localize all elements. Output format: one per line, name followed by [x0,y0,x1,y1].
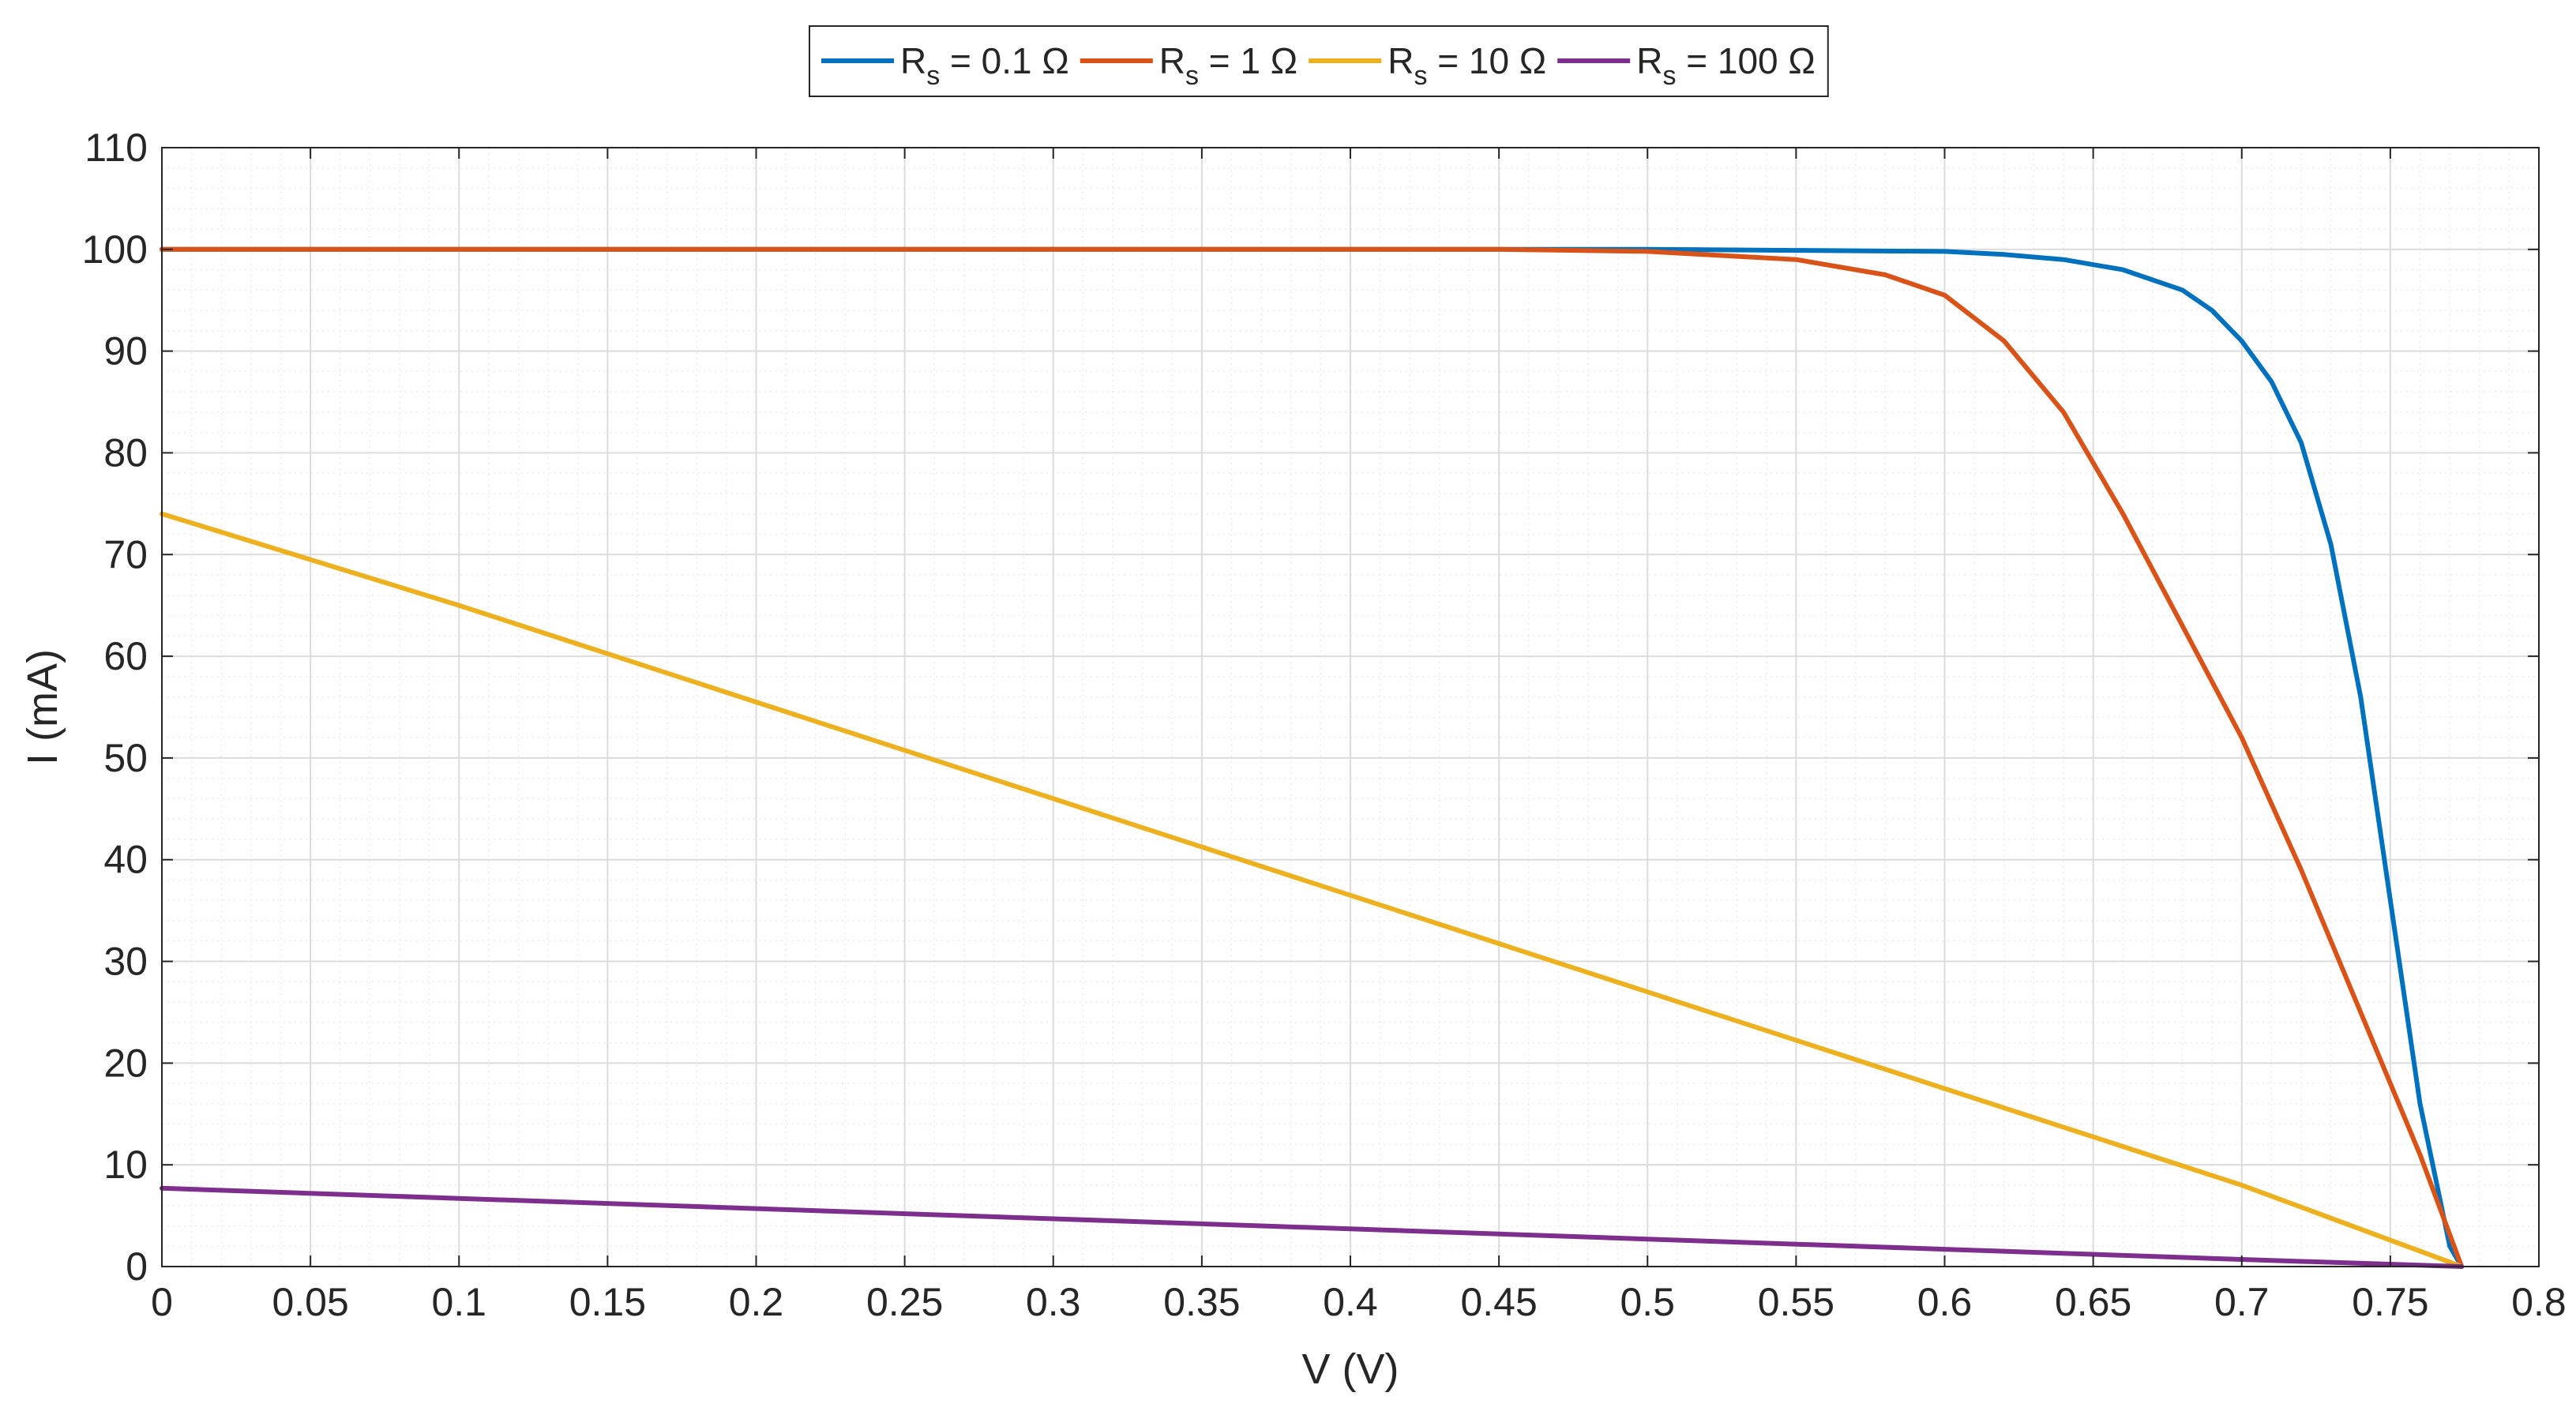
x-tick-label: 0.35 [1163,1280,1240,1324]
x-tick-label: 0.1 [431,1280,486,1324]
series-line-3 [160,511,2465,1269]
x-tick-label: 0.5 [1620,1280,1675,1324]
x-axis-label: V (V) [1301,1346,1399,1393]
legend-label-subscript: s [1662,61,1676,91]
legend-label-4: Rs = 100 Ω [1636,40,1816,91]
legend-label-subscript: s [926,61,940,91]
y-axis-ticks: 0 10 20 30 40 50 60 70 80 90 100 110 [82,126,2539,1289]
legend-label-rest: = 100 Ω [1676,40,1815,81]
legend: Rs = 0.1 Ω Rs = 1 Ω Rs = 10 Ω Rs = 100 Ω [809,25,1829,97]
legend-label-main: R [1159,40,1185,81]
legend-label-3: Rs = 10 Ω [1388,40,1546,91]
x-tick-label: 0.7 [2214,1280,2270,1324]
y-tick-label: 0 [126,1244,148,1289]
x-tick-label: 0.6 [1917,1280,1973,1324]
legend-label-1: Rs = 0.1 Ω [900,40,1069,91]
y-tick-label: 110 [84,126,148,170]
x-tick-label: 0.55 [1758,1280,1834,1324]
y-tick-label: 90 [103,329,148,373]
series-line-2 [160,246,2465,1269]
x-tick-label: 0.15 [569,1280,646,1324]
major-grid [161,147,2540,1267]
legend-label-rest: = 1 Ω [1199,40,1297,81]
x-axis-ticks: 0 0.05 0.1 0.15 0.2 0.25 0.3 0.35 0.4 0.45 0.5 0.55… [151,148,2567,1324]
y-tick-label: 70 [103,532,148,576]
legend-label-rest: = 10 Ω [1427,40,1546,81]
y-tick-label: 10 [103,1143,148,1187]
y-tick-label: 60 [103,634,148,678]
x-tick-label: 0.3 [1026,1280,1081,1324]
legend-label-subscript: s [1185,61,1199,91]
legend-label-subscript: s [1414,61,1427,91]
legend-label-main: R [900,40,926,81]
y-tick-label: 20 [103,1041,148,1085]
x-tick-label: 0.4 [1323,1280,1378,1324]
y-tick-label: 30 [103,940,148,984]
x-tick-label: 0.75 [2352,1280,2428,1324]
y-tick-label: 40 [103,838,148,882]
x-tick-label: 0.25 [866,1280,943,1324]
x-tick-label: 0 [151,1280,173,1324]
series-layer [160,246,2465,1269]
series-line-4 [160,1185,2465,1269]
legend-label-main: R [1388,40,1414,81]
x-tick-label: 0.65 [2055,1280,2131,1324]
x-tick-label: 0.45 [1460,1280,1537,1324]
x-tick-label: 0.05 [272,1280,348,1324]
legend-label-main: R [1636,40,1662,81]
y-tick-label: 100 [82,227,148,272]
legend-label-rest: = 0.1 Ω [940,40,1069,81]
y-axis-label: I (mA) [19,649,66,765]
x-tick-label: 0.8 [2511,1280,2567,1324]
y-tick-label: 80 [103,430,148,475]
y-tick-label: 50 [103,736,148,780]
x-tick-label: 0.2 [729,1280,784,1324]
legend-label-2: Rs = 1 Ω [1159,40,1297,91]
